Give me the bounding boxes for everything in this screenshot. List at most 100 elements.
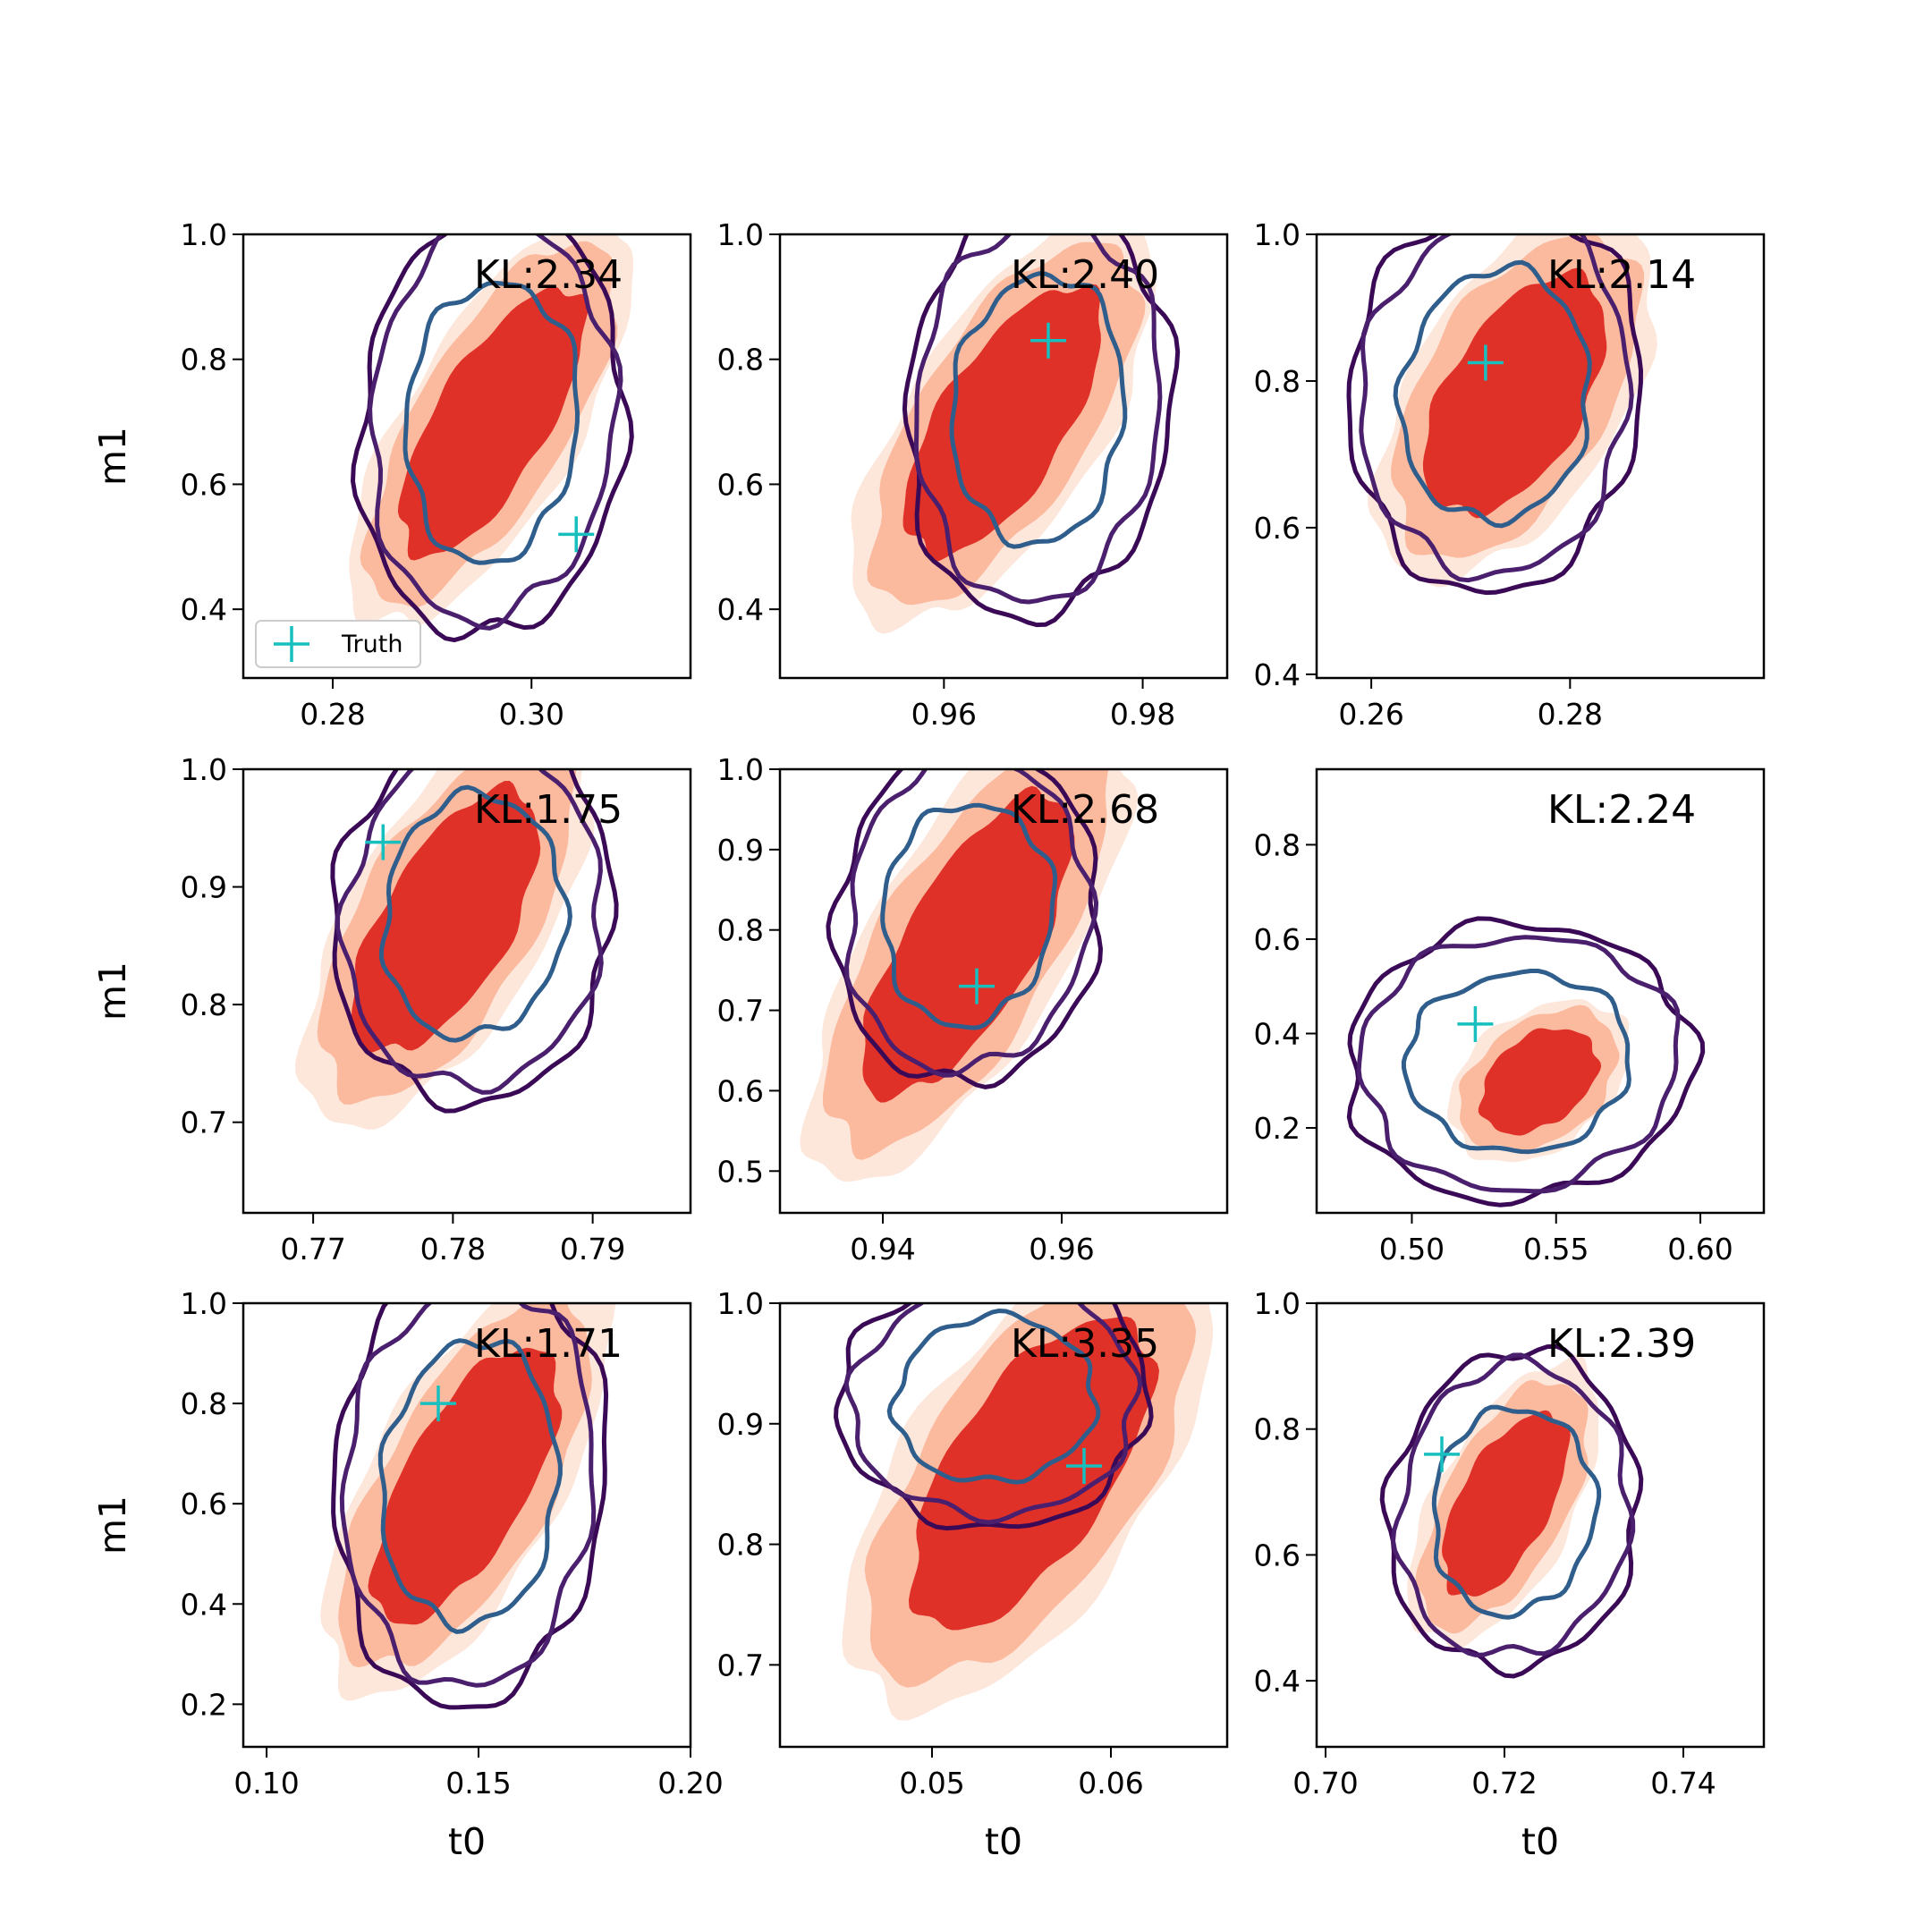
filled-density-level-3	[368, 1347, 563, 1625]
contour-inner	[402, 280, 580, 565]
contour-middle	[1359, 234, 1634, 583]
x-tick-label: 0.79	[560, 1232, 625, 1267]
truth-marker	[558, 516, 595, 553]
plot-area	[800, 769, 1139, 1182]
x-axis-label: t0	[985, 1820, 1022, 1863]
y-tick-label: 1.0	[181, 217, 227, 252]
y-tick-label: 0.7	[717, 1648, 764, 1682]
panel-4: 0.77 0.78 0.79 0.7 0.8 0.9 1.0 KL:1.75 m1	[91, 752, 692, 1267]
panel-1: 0.28 0.30 0.4 0.6 0.8 1.0 KL:2.34 m1 Truth	[91, 217, 692, 732]
axes-frame	[242, 1301, 692, 1749]
contour-inner	[377, 1338, 563, 1634]
x-tick-label: 0.28	[300, 697, 365, 732]
y-tick-label: 0.8	[717, 1528, 764, 1563]
y-tick-label: 0.2	[1254, 1111, 1301, 1146]
contour-outer	[1379, 1343, 1644, 1679]
axes-frame	[242, 767, 692, 1215]
x-tick-label: 0.78	[420, 1232, 486, 1267]
panel-3: 0.26 0.28 0.4 0.6 0.8 1.0 KL:2.14	[1254, 217, 1766, 732]
legend-box	[255, 620, 421, 668]
x-tick-label: 0.55	[1523, 1232, 1589, 1267]
y-tick-label: 0.8	[717, 913, 764, 948]
y-tick-label: 0.9	[717, 1407, 764, 1442]
panel-7: 0.10 0.15 0.20 0.2 0.4 0.6 0.8 1.0 KL:1.71 m1 t0	[91, 1286, 724, 1863]
kl-annotation: KL:2.24	[1547, 787, 1696, 833]
kl-annotation: KL:2.39	[1547, 1321, 1696, 1367]
axes-frame	[778, 1301, 1229, 1749]
panel-8: 0.05 0.06 0.7 0.8 0.9 1.0 KL:3.35 t0	[717, 1286, 1229, 1863]
truth-marker	[1467, 344, 1504, 381]
legend-marker	[274, 626, 309, 662]
y-tick-label: 0.4	[1254, 1664, 1301, 1699]
axes-frame	[1315, 767, 1766, 1215]
x-tick-label: 0.60	[1667, 1232, 1733, 1267]
y-tick-label: 1.0	[717, 752, 764, 787]
y-tick-label: 0.6	[181, 1487, 227, 1521]
x-tick-label: 0.10	[233, 1766, 299, 1801]
plot-area	[1379, 1343, 1644, 1679]
filled-density-level-3	[862, 785, 1075, 1103]
x-tick-label: 0.30	[498, 697, 564, 732]
x-tick-label: 0.06	[1078, 1766, 1143, 1801]
truth-marker	[1066, 1447, 1102, 1484]
contour-inner	[1393, 259, 1592, 529]
y-tick-label: 0.4	[181, 592, 227, 627]
contour-middle	[335, 769, 604, 1095]
y-tick-label: 1.0	[181, 752, 227, 787]
axes-frame	[778, 767, 1229, 1215]
y-tick-label: 0.7	[717, 994, 764, 1029]
truth-marker	[1424, 1436, 1460, 1472]
y-tick-label: 0.8	[1254, 827, 1301, 862]
y-axis-label: m1	[91, 1496, 134, 1555]
kl-annotation: KL:1.75	[474, 787, 623, 833]
x-tick-label: 0.96	[911, 697, 977, 732]
y-tick-label: 0.4	[1254, 657, 1301, 692]
panel-6: 0.50 0.55 0.60 0.2 0.4 0.6 0.8 KL:2.24	[1254, 767, 1766, 1267]
x-axis-label: t0	[1521, 1820, 1559, 1863]
filled-density-level-3	[397, 286, 589, 561]
plot-area	[1346, 916, 1706, 1208]
contour-outer	[351, 234, 634, 643]
plot-area	[349, 234, 634, 643]
contour-middle	[339, 1303, 597, 1688]
plot-area	[834, 1303, 1214, 1721]
truth-marker	[1030, 322, 1066, 359]
x-tick-label: 0.70	[1292, 1766, 1358, 1801]
y-tick-label: 0.6	[1254, 511, 1301, 546]
y-tick-label: 0.6	[181, 467, 227, 502]
y-tick-label: 1.0	[717, 217, 764, 252]
kl-annotation: KL:2.40	[1011, 252, 1159, 298]
contour-middle	[1356, 935, 1681, 1194]
contour-middle	[368, 234, 623, 631]
contour-outer	[1346, 234, 1643, 596]
filled-density-level-3	[1478, 1028, 1602, 1136]
y-tick-label: 1.0	[1254, 217, 1301, 252]
x-tick-label: 0.74	[1650, 1766, 1716, 1801]
y-tick-label: 0.8	[181, 987, 227, 1022]
x-tick-label: 0.94	[850, 1232, 915, 1267]
contour-outer	[1346, 916, 1706, 1208]
contour-outer	[902, 234, 1181, 628]
truth-marker	[420, 1385, 457, 1422]
x-tick-label: 0.26	[1338, 697, 1403, 732]
kl-annotation: KL:2.34	[474, 252, 623, 298]
y-tick-label: 0.5	[717, 1154, 764, 1189]
y-tick-label: 0.6	[717, 1073, 764, 1108]
contour-middle	[1391, 1352, 1636, 1657]
contour-middle	[843, 1303, 1143, 1525]
y-tick-label: 0.8	[181, 343, 227, 377]
x-tick-label: 0.20	[657, 1766, 723, 1801]
panel-9: 0.70 0.72 0.74 0.4 0.6 0.8 1.0 KL:2.39 t0	[1254, 1286, 1766, 1863]
y-axis-label: m1	[91, 962, 134, 1021]
kl-annotation: KL:2.14	[1547, 252, 1696, 298]
contour-inner	[1401, 969, 1631, 1155]
kl-annotation: KL:2.68	[1011, 787, 1159, 833]
contour-outer	[834, 1303, 1154, 1531]
plot-area	[320, 1303, 616, 1710]
contour-inner	[1431, 1404, 1602, 1620]
panel-5: 0.94 0.96 0.5 0.6 0.7 0.8 0.9 1.0 KL:2.68	[717, 752, 1229, 1267]
filled-density-level-3	[1422, 267, 1607, 519]
x-tick-label: 0.15	[445, 1766, 511, 1801]
axes-frame	[1315, 233, 1766, 680]
x-tick-label: 0.50	[1379, 1232, 1445, 1267]
